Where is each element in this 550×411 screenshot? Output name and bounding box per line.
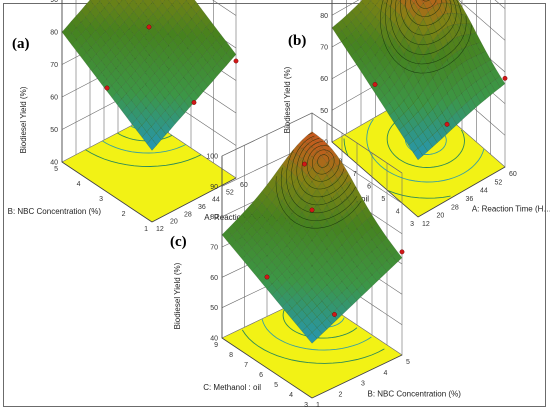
x-tick-label: 4 bbox=[384, 370, 388, 377]
z-tick-label: 90 bbox=[50, 0, 58, 4]
x-tick-label: 28 bbox=[451, 204, 459, 211]
design-point bbox=[444, 121, 450, 127]
y-tick-label: 5 bbox=[274, 382, 278, 389]
design-point bbox=[104, 85, 110, 91]
x-tick-label: 3 bbox=[361, 381, 365, 388]
x-tick-label: 52 bbox=[226, 189, 234, 196]
y-tick-label: 5 bbox=[54, 166, 58, 173]
x-tick-label: 60 bbox=[509, 171, 517, 178]
x-tick-label: 44 bbox=[212, 197, 220, 204]
x-tick-label: 20 bbox=[170, 219, 178, 226]
contour-line bbox=[343, 138, 349, 156]
design-point bbox=[146, 24, 152, 30]
z-axis-label: Biodiesel Yield (%) bbox=[19, 86, 28, 153]
contour-line bbox=[261, 319, 372, 351]
x-tick-label: 52 bbox=[495, 179, 503, 186]
x-tick-label: 36 bbox=[198, 204, 206, 211]
design-point bbox=[309, 207, 315, 213]
x-tick-label: 44 bbox=[480, 188, 488, 195]
y-tick-label: 3 bbox=[304, 402, 308, 409]
z-tick-label: 60 bbox=[210, 275, 218, 282]
z-tick-label: 90 bbox=[210, 184, 218, 191]
panel-label: (a) bbox=[12, 36, 30, 52]
z-tick-label: 40 bbox=[50, 160, 58, 167]
z-axis-label: Biodiesel Yield (%) bbox=[283, 66, 292, 133]
axes-b bbox=[331, 0, 506, 218]
z-tick-label: 70 bbox=[210, 245, 218, 252]
y-tick-label: 1 bbox=[144, 226, 148, 233]
x-tick-label: 12 bbox=[156, 226, 164, 233]
y-tick-label: 2 bbox=[122, 211, 126, 218]
design-point bbox=[302, 161, 307, 167]
x-tick-label: 1 bbox=[316, 402, 320, 409]
y-tick-label: 7 bbox=[353, 171, 357, 178]
design-point bbox=[502, 75, 508, 81]
y-tick-label: 6 bbox=[259, 372, 263, 379]
z-tick-label: 50 bbox=[50, 127, 58, 134]
contour-line bbox=[85, 149, 202, 167]
y-tick-label: 3 bbox=[410, 221, 414, 228]
z-tick-label: 100 bbox=[206, 154, 218, 161]
z-tick-label: 50 bbox=[320, 108, 328, 115]
z-tick-label: 40 bbox=[210, 336, 218, 343]
x-axis-label: B: NBC Concentration (%) bbox=[368, 389, 462, 398]
z-tick-label: 80 bbox=[50, 30, 58, 37]
x-tick-label: 2 bbox=[339, 391, 343, 398]
design-points-c bbox=[264, 161, 405, 317]
y-axis-label: C: Methanol : oil bbox=[203, 383, 261, 392]
z-tick-label: 60 bbox=[320, 76, 328, 83]
y-tick-label: 3 bbox=[99, 196, 103, 203]
contour-line bbox=[387, 190, 451, 199]
surface-contours-b bbox=[380, 0, 472, 74]
z-tick-label: 70 bbox=[50, 62, 58, 69]
x-tick-label: 60 bbox=[240, 182, 248, 189]
x-tick-label: 12 bbox=[422, 221, 430, 228]
y-tick-label: 9 bbox=[214, 342, 218, 349]
x-tick-label: 20 bbox=[437, 213, 445, 220]
z-tick-label: 70 bbox=[320, 45, 328, 52]
z-tick-label: 80 bbox=[210, 214, 218, 221]
z-tick-label: 50 bbox=[210, 305, 218, 312]
contour-line bbox=[241, 329, 385, 364]
contour-line bbox=[102, 140, 186, 154]
panel-label: (c) bbox=[170, 234, 187, 250]
panel-label: (b) bbox=[288, 33, 306, 49]
y-axis-label: B: NBC Concentration (%) bbox=[8, 207, 102, 216]
z-tick-label: 60 bbox=[50, 95, 58, 102]
response-surface-a bbox=[61, 0, 237, 151]
response-surface-c bbox=[221, 131, 403, 344]
z-axis-label: Biodiesel Yield (%) bbox=[173, 262, 182, 329]
x-tick-label: 5 bbox=[406, 359, 410, 366]
design-points-a bbox=[104, 24, 239, 105]
y-tick-label: 4 bbox=[396, 209, 400, 216]
x-axis-label: A: Reaction Time (H…) bbox=[472, 205, 550, 214]
design-point bbox=[191, 100, 197, 105]
design-point bbox=[264, 274, 270, 280]
axes-c bbox=[221, 156, 403, 399]
contour-line bbox=[117, 132, 173, 142]
y-tick-label: 7 bbox=[244, 362, 248, 369]
design-points-b bbox=[372, 75, 508, 127]
y-tick-label: 8 bbox=[229, 352, 233, 359]
design-point bbox=[233, 58, 239, 64]
design-point bbox=[399, 249, 405, 255]
x-tick-label: 28 bbox=[184, 211, 192, 218]
y-tick-label: 4 bbox=[77, 181, 81, 188]
surface-contours-c bbox=[275, 132, 362, 229]
design-point bbox=[372, 82, 378, 87]
y-tick-label: 6 bbox=[367, 184, 371, 191]
y-tick-label: 4 bbox=[289, 392, 293, 399]
y-tick-label: 5 bbox=[381, 196, 385, 203]
x-tick-label: 36 bbox=[466, 196, 474, 203]
z-tick-label: 80 bbox=[320, 13, 328, 20]
response-surface-b bbox=[331, 0, 506, 161]
design-point bbox=[332, 312, 337, 317]
contour-line bbox=[366, 118, 485, 183]
